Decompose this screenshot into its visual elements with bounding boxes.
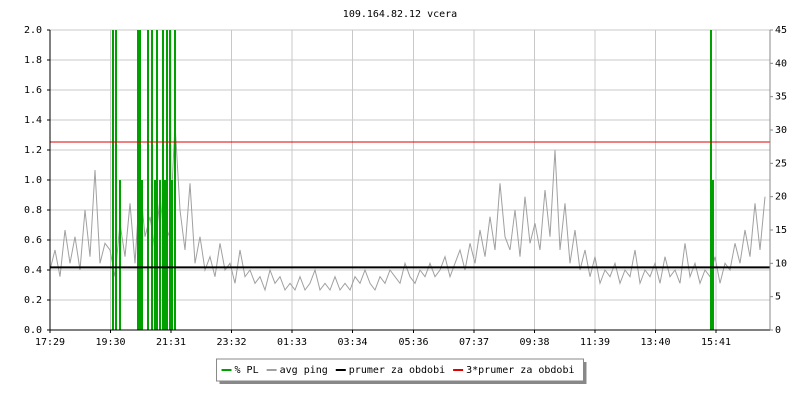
y-tick-label: 0.6 xyxy=(24,235,42,246)
x-tick-label: 17:29 xyxy=(35,337,65,348)
y2-tick-label: 5 xyxy=(775,292,781,303)
y2-tick-label: 30 xyxy=(775,125,787,136)
plot xyxy=(49,30,770,330)
y2-tick-label: 35 xyxy=(775,92,787,103)
y-tick-label: 2.0 xyxy=(24,25,42,36)
x-tick-label: 03:34 xyxy=(337,337,367,348)
y-tick-label: 1.4 xyxy=(24,115,42,126)
chart-title: 109.164.82.12 vcera xyxy=(343,9,457,20)
x-tick-label: 21:31 xyxy=(156,337,186,348)
legend-label: prumer za obdobi xyxy=(349,365,445,376)
y2-tick-label: 15 xyxy=(775,225,787,236)
axes: 0.0 0.2 0.4 0.6 0.8 1.0 1.2 1.4 1.6 1.8 2.0 0 5 10 15 2… xyxy=(24,25,787,348)
y2-tick-label: 0 xyxy=(775,325,781,336)
legend-label: % PL xyxy=(235,365,259,376)
legend-label: avg ping xyxy=(280,365,328,376)
y2-tick-label: 25 xyxy=(775,158,787,169)
x-tick-label: 23:32 xyxy=(216,337,246,348)
x-tick-label: 07:37 xyxy=(459,337,489,348)
y-tick-label: 0.8 xyxy=(24,205,42,216)
x-tick-label: 13:40 xyxy=(640,337,670,348)
legend-label: 3*prumer za obdobi xyxy=(466,365,574,376)
y-tick-label: 1.2 xyxy=(24,145,42,156)
y-tick-label: 1.6 xyxy=(24,85,42,96)
y2-tick-label: 10 xyxy=(775,258,787,269)
x-tick-label: 09:38 xyxy=(519,337,549,348)
x-tick-label: 11:39 xyxy=(580,337,610,348)
legend: % PL avg ping prumer za obdobi 3*prumer za … xyxy=(216,358,587,384)
x-tick-label: 05:36 xyxy=(398,337,428,348)
y2-tick-label: 40 xyxy=(775,58,787,69)
y2-tick-label: 20 xyxy=(775,192,787,203)
y-tick-label: 0.2 xyxy=(24,295,42,306)
x-tick-label: 15:41 xyxy=(701,337,731,348)
y-tick-label: 0.4 xyxy=(24,265,42,276)
y-tick-label: 0.0 xyxy=(24,325,42,336)
y-tick-label: 1.0 xyxy=(24,175,42,186)
x-tick-label: 01:33 xyxy=(277,337,307,348)
x-tick-label: 19:30 xyxy=(95,337,125,348)
legend-box xyxy=(216,358,584,382)
y2-tick-label: 45 xyxy=(775,25,787,36)
y-tick-label: 1.8 xyxy=(24,55,42,66)
